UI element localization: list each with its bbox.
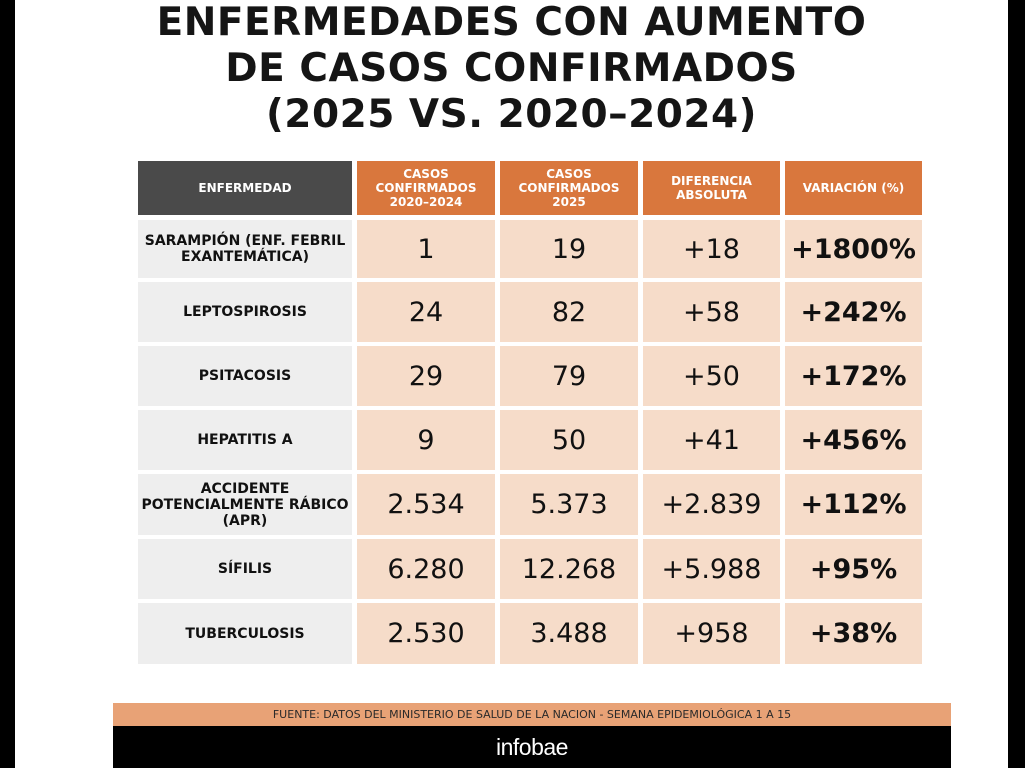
header-casos-2020-2024: CASOS CONFIRMADOS 2020–2024 — [357, 161, 495, 215]
footer-bar: infobae — [113, 726, 951, 768]
title-line-2: DE CASOS CONFIRMADOS — [225, 46, 798, 91]
row-cases-2020-2024: 24 — [357, 282, 495, 342]
row-cases-2020-2024: 2.534 — [357, 474, 495, 535]
row-diff: +58 — [643, 282, 780, 342]
row-cases-2020-2024: 29 — [357, 346, 495, 406]
row-cases-2020-2024: 1 — [357, 220, 495, 278]
data-table: ENFERMEDAD CASOS CONFIRMADOS 2020–2024 C… — [138, 161, 922, 668]
row-variation: +242% — [785, 282, 922, 342]
infographic: ENFERMEDADES CON AUMENTO DE CASOS CONFIR… — [15, 0, 1008, 768]
row-variation: +112% — [785, 474, 922, 535]
source-note: FUENTE: DATOS DEL MINISTERIO DE SALUD DE… — [113, 703, 951, 726]
row-cases-2025: 79 — [500, 346, 638, 406]
row-name: HEPATITIS A — [138, 410, 352, 470]
row-name: SARAMPIÓN (ENF. FEBRIL EXANTEMÁTICA) — [138, 220, 352, 278]
header-diferencia: DIFERENCIA ABSOLUTA — [643, 161, 780, 215]
row-cases-2025: 50 — [500, 410, 638, 470]
row-name: PSITACOSIS — [138, 346, 352, 406]
header-enfermedad: ENFERMEDAD — [138, 161, 352, 215]
row-cases-2020-2024: 6.280 — [357, 539, 495, 599]
row-variation: +172% — [785, 346, 922, 406]
header-casos-2025: CASOS CONFIRMADOS 2025 — [500, 161, 638, 215]
row-diff: +18 — [643, 220, 780, 278]
row-cases-2025: 12.268 — [500, 539, 638, 599]
row-name: TUBERCULOSIS — [138, 603, 352, 664]
row-diff: +958 — [643, 603, 780, 664]
title-line-3: (2025 VS. 2020–2024) — [265, 92, 758, 137]
row-name: SÍFILIS — [138, 539, 352, 599]
row-cases-2020-2024: 9 — [357, 410, 495, 470]
row-variation: +456% — [785, 410, 922, 470]
row-diff: +50 — [643, 346, 780, 406]
row-cases-2025: 5.373 — [500, 474, 638, 535]
row-diff: +41 — [643, 410, 780, 470]
row-cases-2025: 3.488 — [500, 603, 638, 664]
title-line-1: ENFERMEDADES CON AUMENTO — [156, 0, 867, 45]
infobae-logo: infobae — [496, 733, 568, 760]
row-name: LEPTOSPIROSIS — [138, 282, 352, 342]
row-name: ACCIDENTE POTENCIALMENTE RÁBICO (APR) — [138, 474, 352, 535]
row-variation: +38% — [785, 603, 922, 664]
header-variacion: VARIACIÓN (%) — [785, 161, 922, 215]
row-diff: +2.839 — [643, 474, 780, 535]
row-cases-2025: 82 — [500, 282, 638, 342]
row-variation: +95% — [785, 539, 922, 599]
page-title: ENFERMEDADES CON AUMENTO DE CASOS CONFIR… — [15, 0, 1008, 138]
row-cases-2020-2024: 2.530 — [357, 603, 495, 664]
row-cases-2025: 19 — [500, 220, 638, 278]
row-variation: +1800% — [785, 220, 922, 278]
row-diff: +5.988 — [643, 539, 780, 599]
